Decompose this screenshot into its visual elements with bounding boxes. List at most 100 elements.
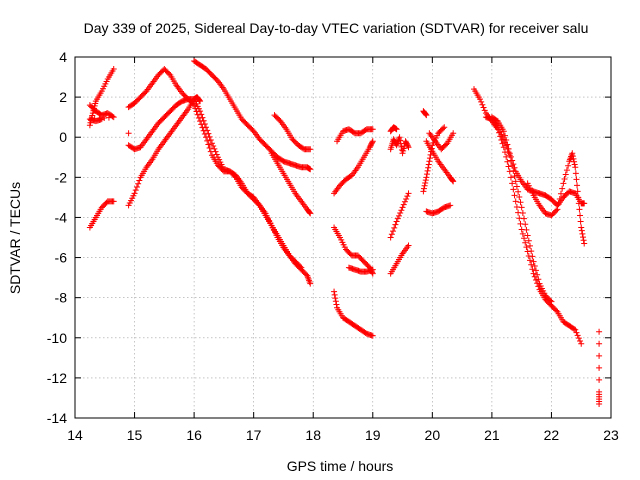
data-point — [479, 101, 486, 108]
data-point — [476, 96, 483, 103]
x-tick-label: 19 — [365, 427, 381, 443]
data-point — [521, 235, 528, 242]
data-point — [521, 215, 528, 222]
data-point — [204, 127, 211, 134]
data-point — [596, 376, 603, 383]
data-point — [572, 164, 579, 171]
y-tick-label: -6 — [55, 250, 68, 266]
data-point — [569, 153, 576, 160]
data-point — [505, 163, 512, 170]
data-point — [307, 280, 314, 287]
series-track-g5 — [596, 328, 603, 407]
series-track-d3 — [334, 126, 376, 145]
data-point — [307, 210, 314, 217]
series-track-a3 — [86, 198, 117, 231]
data-point — [580, 237, 587, 244]
data-point — [403, 195, 410, 202]
data-point — [422, 111, 429, 118]
data-point — [529, 266, 536, 273]
series-track-e2 — [387, 190, 412, 241]
data-point — [391, 224, 398, 231]
series-track-b3 — [125, 94, 204, 209]
data-point — [395, 212, 402, 219]
data-point — [571, 158, 578, 165]
y-tick-label: -10 — [47, 330, 67, 346]
data-point — [572, 326, 579, 333]
data-point — [578, 224, 585, 231]
data-point — [571, 325, 578, 332]
data-point — [450, 178, 457, 185]
series-track-b2 — [125, 96, 305, 271]
data-point — [579, 230, 586, 237]
data-point — [405, 144, 412, 151]
data-point — [400, 201, 407, 208]
data-point — [398, 207, 405, 214]
data-point — [420, 185, 427, 192]
data-point — [401, 198, 408, 205]
x-tick-label: 17 — [246, 427, 262, 443]
data-point — [522, 221, 529, 228]
x-tick-label: 22 — [544, 427, 560, 443]
series-track-f5 — [426, 130, 457, 153]
data-point — [332, 295, 339, 302]
data-point — [98, 116, 105, 123]
data-point — [573, 329, 580, 336]
y-tick-label: 0 — [59, 129, 67, 145]
y-tick-label: 4 — [59, 49, 67, 65]
data-point — [199, 114, 206, 121]
data-point — [297, 263, 304, 270]
data-point — [574, 182, 581, 189]
data-point — [196, 97, 203, 104]
data-point — [529, 253, 536, 260]
data-point — [513, 183, 520, 190]
data-point — [572, 170, 579, 177]
data-point — [511, 192, 518, 199]
data-point — [510, 161, 517, 168]
data-point — [404, 143, 411, 150]
data-point — [561, 175, 568, 182]
data-point — [548, 298, 555, 305]
data-point — [109, 113, 116, 120]
series-track-c2 — [268, 150, 314, 217]
data-point — [369, 138, 376, 145]
data-point — [369, 332, 376, 339]
series-track-f2 — [420, 124, 448, 195]
data-point — [212, 148, 219, 155]
data-point — [577, 337, 584, 344]
data-point — [397, 137, 404, 144]
grid-lines — [75, 57, 611, 418]
data-point — [531, 262, 538, 269]
data-point — [201, 120, 208, 127]
chart-title: Day 339 of 2025, Sidereal Day-to-day VTE… — [84, 20, 589, 36]
series-track-e1 — [387, 242, 412, 277]
data-point — [443, 141, 450, 148]
x-tick-label: 20 — [425, 427, 441, 443]
data-point — [509, 180, 516, 187]
data-point — [506, 150, 513, 157]
data-point — [131, 190, 138, 197]
data-point — [133, 183, 140, 190]
data-point — [574, 332, 581, 339]
tick-labels: 14 15 16 17 18 19 20 21 22 23 -14 -12 -10 -8 -6 -4 -2 0 2 4 — [47, 49, 619, 443]
data-point — [387, 234, 394, 241]
series-track-c3 — [271, 112, 314, 153]
data-point — [205, 130, 212, 137]
data-point — [404, 193, 411, 200]
x-tick-label: 21 — [484, 427, 500, 443]
data-point — [500, 128, 507, 135]
data-point — [125, 130, 132, 137]
data-point — [425, 164, 432, 171]
series-track-a2 — [86, 102, 117, 125]
data-point — [388, 231, 395, 238]
data-point — [576, 206, 583, 213]
series-track-f1 — [420, 108, 430, 119]
data-point — [331, 291, 338, 298]
data-point — [397, 210, 404, 217]
plot-frame — [74, 56, 612, 419]
data-point — [519, 210, 526, 217]
data-point — [554, 206, 561, 213]
data-point — [575, 335, 582, 342]
data-point — [399, 204, 406, 211]
data-point — [596, 340, 603, 347]
series-isolated — [125, 130, 132, 137]
